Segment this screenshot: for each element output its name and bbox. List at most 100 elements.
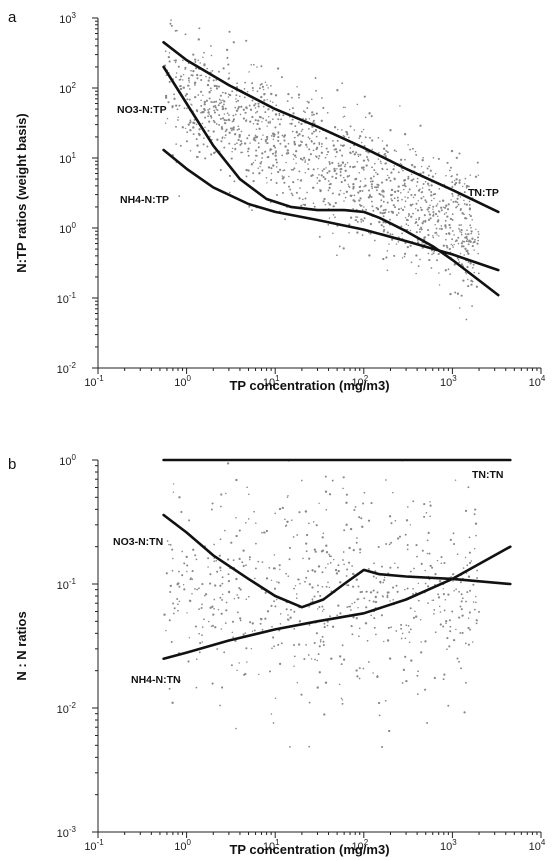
data-point <box>270 604 273 607</box>
data-point <box>428 552 431 555</box>
data-point <box>452 638 456 642</box>
data-point <box>235 98 237 100</box>
data-point <box>469 215 472 218</box>
data-point <box>452 195 454 197</box>
data-point <box>352 585 355 588</box>
data-point <box>327 563 329 565</box>
data-point <box>309 153 312 156</box>
data-point <box>400 627 403 630</box>
data-point <box>386 250 389 252</box>
data-point <box>467 285 470 288</box>
data-point <box>381 745 384 749</box>
data-point <box>228 30 231 33</box>
data-point <box>446 215 449 218</box>
data-point <box>281 175 284 177</box>
data-point <box>263 531 266 534</box>
data-point <box>458 152 461 155</box>
data-point <box>233 597 236 600</box>
data-point <box>255 542 257 545</box>
data-point <box>465 187 468 189</box>
data-point <box>206 145 209 148</box>
data-point <box>445 232 448 235</box>
data-point <box>467 233 470 235</box>
data-point <box>270 135 273 137</box>
data-point <box>236 142 238 145</box>
data-point <box>399 162 401 165</box>
data-point <box>369 193 371 196</box>
data-point <box>455 588 457 591</box>
data-point <box>370 195 373 199</box>
data-point <box>421 159 424 162</box>
data-point <box>392 586 395 589</box>
data-point <box>317 167 319 170</box>
data-point <box>326 171 329 174</box>
data-point <box>444 269 447 272</box>
data-point <box>293 154 297 157</box>
data-point <box>359 180 362 182</box>
data-point <box>195 558 198 561</box>
data-point <box>272 118 274 121</box>
data-point <box>264 81 267 83</box>
panel-label: a <box>8 9 17 26</box>
data-point <box>293 143 297 146</box>
data-point <box>312 130 316 133</box>
data-point <box>219 704 221 707</box>
data-point <box>213 557 215 559</box>
data-point <box>442 588 445 590</box>
data-point <box>382 581 385 584</box>
data-point <box>458 227 460 230</box>
data-point <box>357 155 360 158</box>
data-point <box>409 524 412 526</box>
data-point <box>405 519 409 522</box>
data-point <box>288 175 290 178</box>
data-point <box>427 206 430 209</box>
data-point <box>255 112 257 114</box>
data-point <box>355 151 358 154</box>
data-point <box>465 217 468 220</box>
data-point <box>321 97 323 99</box>
data-point <box>267 166 271 169</box>
data-point <box>253 136 256 139</box>
data-point <box>368 599 371 602</box>
data-point <box>220 493 223 496</box>
data-point <box>227 63 230 66</box>
data-point <box>227 96 230 98</box>
data-point <box>210 117 213 119</box>
data-point <box>353 153 356 156</box>
data-point <box>211 101 214 103</box>
data-point <box>240 130 243 133</box>
data-point <box>468 611 471 614</box>
data-point <box>376 208 380 211</box>
data-point <box>429 515 431 518</box>
data-point <box>426 539 429 542</box>
data-point <box>401 257 404 259</box>
data-point <box>229 127 233 130</box>
data-point <box>467 643 470 646</box>
data-point <box>461 240 464 243</box>
data-point <box>202 143 205 146</box>
data-point <box>304 159 307 161</box>
data-point <box>358 137 361 140</box>
data-point <box>178 195 181 198</box>
data-point <box>436 215 439 218</box>
data-point <box>430 191 433 193</box>
data-point <box>376 173 379 176</box>
data-point <box>261 628 264 631</box>
data-point <box>307 101 310 104</box>
data-point <box>200 78 203 82</box>
data-point <box>238 586 241 590</box>
data-point <box>282 169 284 172</box>
data-point <box>232 126 235 129</box>
data-point <box>227 558 230 561</box>
data-point <box>290 608 292 611</box>
data-point <box>291 107 294 110</box>
data-point <box>323 626 326 629</box>
data-point <box>197 132 200 135</box>
data-point <box>434 172 437 175</box>
data-point <box>306 146 308 148</box>
data-point <box>177 116 179 118</box>
data-point <box>218 70 220 73</box>
data-point <box>415 254 418 257</box>
data-point <box>228 191 231 194</box>
data-point <box>277 131 280 134</box>
